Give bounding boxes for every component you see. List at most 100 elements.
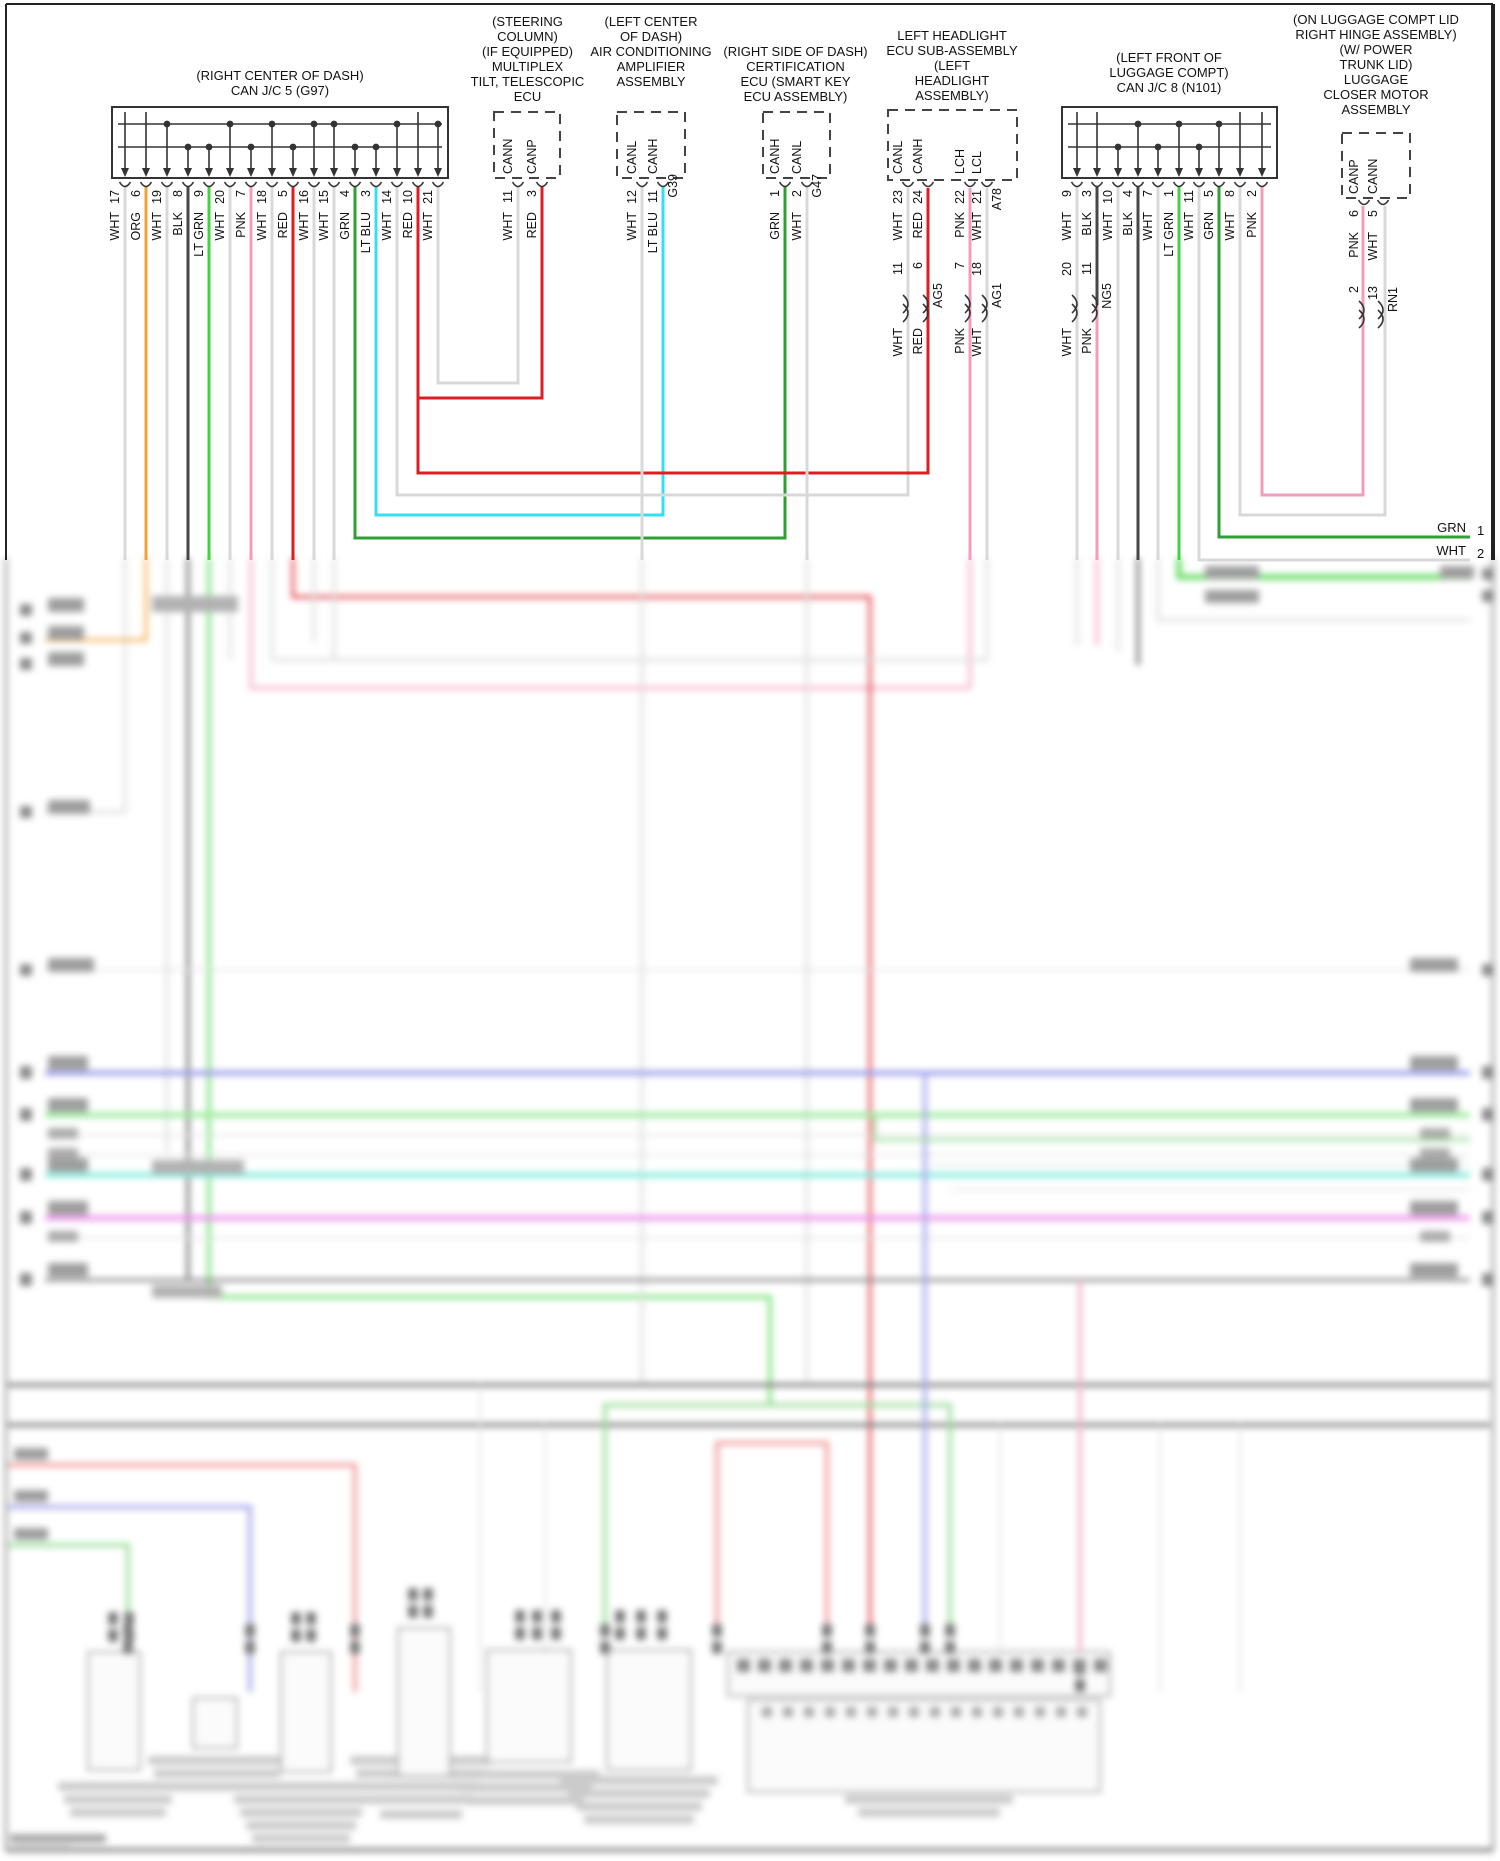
inline-pin-number: 18 (970, 262, 984, 276)
pin-number: 5 (1366, 210, 1380, 217)
wire-color-label: WHT (108, 212, 122, 241)
wire-color-label: WHT (891, 328, 905, 357)
wire-color-label: PNK (953, 212, 967, 238)
pin-number: 15 (317, 190, 331, 204)
wire-color-label: BLK (1080, 212, 1094, 236)
connector-id-g39: G39 (666, 174, 680, 198)
exit-wire-number-2: 2 (1477, 546, 1485, 561)
wire-color-label: WHT (970, 328, 984, 357)
signal-label-canl: CANL (790, 140, 804, 174)
signal-label-canl: CANL (891, 140, 905, 174)
wire-color-label: PNK (1245, 212, 1259, 238)
wire-color-label: WHT (970, 212, 984, 241)
signal-label-canl: CANL (625, 140, 639, 174)
wire-color-label: PNK (234, 212, 248, 238)
wire-color-label: PNK (1080, 328, 1094, 354)
pin-number: 3 (1080, 190, 1094, 197)
wire-color-label: LT GRN (1162, 212, 1176, 257)
wire-color-label: WHT (891, 212, 905, 241)
wire-color-label: ORG (129, 212, 143, 241)
wire-color-label: RED (911, 328, 925, 355)
pin-number: 20 (213, 190, 227, 204)
pin-number: 18 (255, 190, 269, 204)
wire-color-label: GRN (338, 212, 352, 240)
pin-number: 17 (108, 190, 122, 204)
pin-number: 7 (1141, 190, 1155, 197)
wire-color-label: WHT (213, 212, 227, 241)
wire-color-label: GRN (768, 212, 782, 240)
pin-number: 24 (911, 190, 925, 204)
title-left-headlight-ecu: LEFT HEADLIGHT ECU SUB-ASSEMBLY (LEFT HE… (886, 28, 1018, 103)
exit-wire-color-grn: GRN (1437, 520, 1466, 535)
title-luggage-closer-motor: (ON LUGGAGE COMPT LID RIGHT HINGE ASSEMB… (1293, 12, 1459, 117)
signal-label-cann: CANN (1366, 158, 1380, 194)
wire-color-label: LT GRN (192, 212, 206, 257)
wire-color-label: WHT (1366, 232, 1380, 261)
wire-color-label: RED (401, 212, 415, 239)
pin-number: 2 (790, 190, 804, 197)
pin-number: 6 (1347, 210, 1361, 217)
exit-wire-number-1: 1 (1477, 523, 1485, 538)
wire-color-label: RED (911, 212, 925, 239)
wire-color-label: WHT (625, 212, 639, 241)
pin-number: 21 (421, 190, 435, 204)
wire-color-label: WHT (1060, 212, 1074, 241)
inline-pin-number: 7 (953, 262, 967, 269)
pin-number: 11 (1182, 190, 1196, 203)
wire-color-label: LT BLU (646, 212, 660, 254)
signal-label-canp: CANP (525, 139, 539, 174)
pin-number: 12 (625, 190, 639, 204)
signal-label-canh: CANH (646, 138, 660, 174)
wire-color-label: BLK (171, 212, 185, 236)
sharp-upper-region (5, 3, 1495, 562)
inline-connector-id-ag5: AG5 (931, 283, 945, 309)
wire-color-label: WHT (1223, 212, 1237, 241)
wire-color-label: WHT (255, 212, 269, 241)
title-can-jc8: (LEFT FRONT OF LUGGAGE COMPT) CAN J/C 8 … (1109, 50, 1229, 95)
wire-color-label: RED (525, 212, 539, 239)
pin-number: 8 (171, 190, 185, 197)
inline-connector-id-ag1: AG1 (990, 283, 1004, 309)
pin-number: 10 (1101, 190, 1115, 204)
pin-number: 16 (297, 190, 311, 204)
wire-color-label: WHT (1060, 328, 1074, 357)
pin-number: 9 (1060, 190, 1074, 197)
wire-color-label: PNK (953, 328, 967, 354)
signal-label-canh: CANH (911, 138, 925, 174)
title-certification-ecu: (RIGHT SIDE OF DASH) CERTIFICATION ECU (… (723, 44, 868, 104)
pin-number: 3 (359, 190, 373, 197)
inline-pin-number: 11 (1080, 262, 1094, 275)
wire-color-label: WHT (421, 212, 435, 241)
pin-number: 3 (525, 190, 539, 197)
connector-id-g47: G47 (810, 174, 824, 198)
pin-number: 2 (1245, 190, 1259, 197)
inline-connector-id-ng5: NG5 (1100, 283, 1114, 309)
connector-id-a78: A78 (990, 188, 1004, 211)
blurred-lower-region (4, 558, 1495, 1853)
pin-number: 5 (276, 190, 290, 197)
pin-number: 1 (1162, 190, 1176, 197)
wire-color-label: BLK (1121, 212, 1135, 236)
inline-connector-id-rn1: RN1 (1386, 287, 1400, 313)
wire-color-label: WHT (297, 212, 311, 241)
wire-color-label: PNK (1347, 232, 1361, 258)
pin-number: 7 (234, 190, 248, 197)
pin-number: 9 (192, 190, 206, 197)
wire-color-label: WHT (150, 212, 164, 241)
pin-number: 21 (970, 190, 984, 204)
signal-label-cann: CANN (501, 138, 515, 174)
pin-number: 4 (1121, 190, 1135, 197)
title-ac-amplifier: (LEFT CENTER OF DASH) AIR CONDITIONING A… (590, 14, 712, 89)
wire-color-label: WHT (501, 212, 515, 241)
wire-color-label: WHT (1141, 212, 1155, 241)
pin-number: 1 (768, 190, 782, 197)
title-multiplex-tilt-telescopic-ecu: (STEERING COLUMN) (IF EQUIPPED) MULTIPLE… (470, 14, 585, 104)
signal-label-canh: CANH (768, 138, 782, 174)
signal-label-lch: LCH (953, 148, 967, 174)
pin-number: 8 (1223, 190, 1237, 197)
pin-number: 5 (1202, 190, 1216, 197)
pin-number: 22 (953, 190, 967, 204)
wire-color-label: LT BLU (359, 212, 373, 254)
wire-color-label: WHT (380, 212, 394, 241)
inline-pin-number: 2 (1347, 286, 1361, 293)
